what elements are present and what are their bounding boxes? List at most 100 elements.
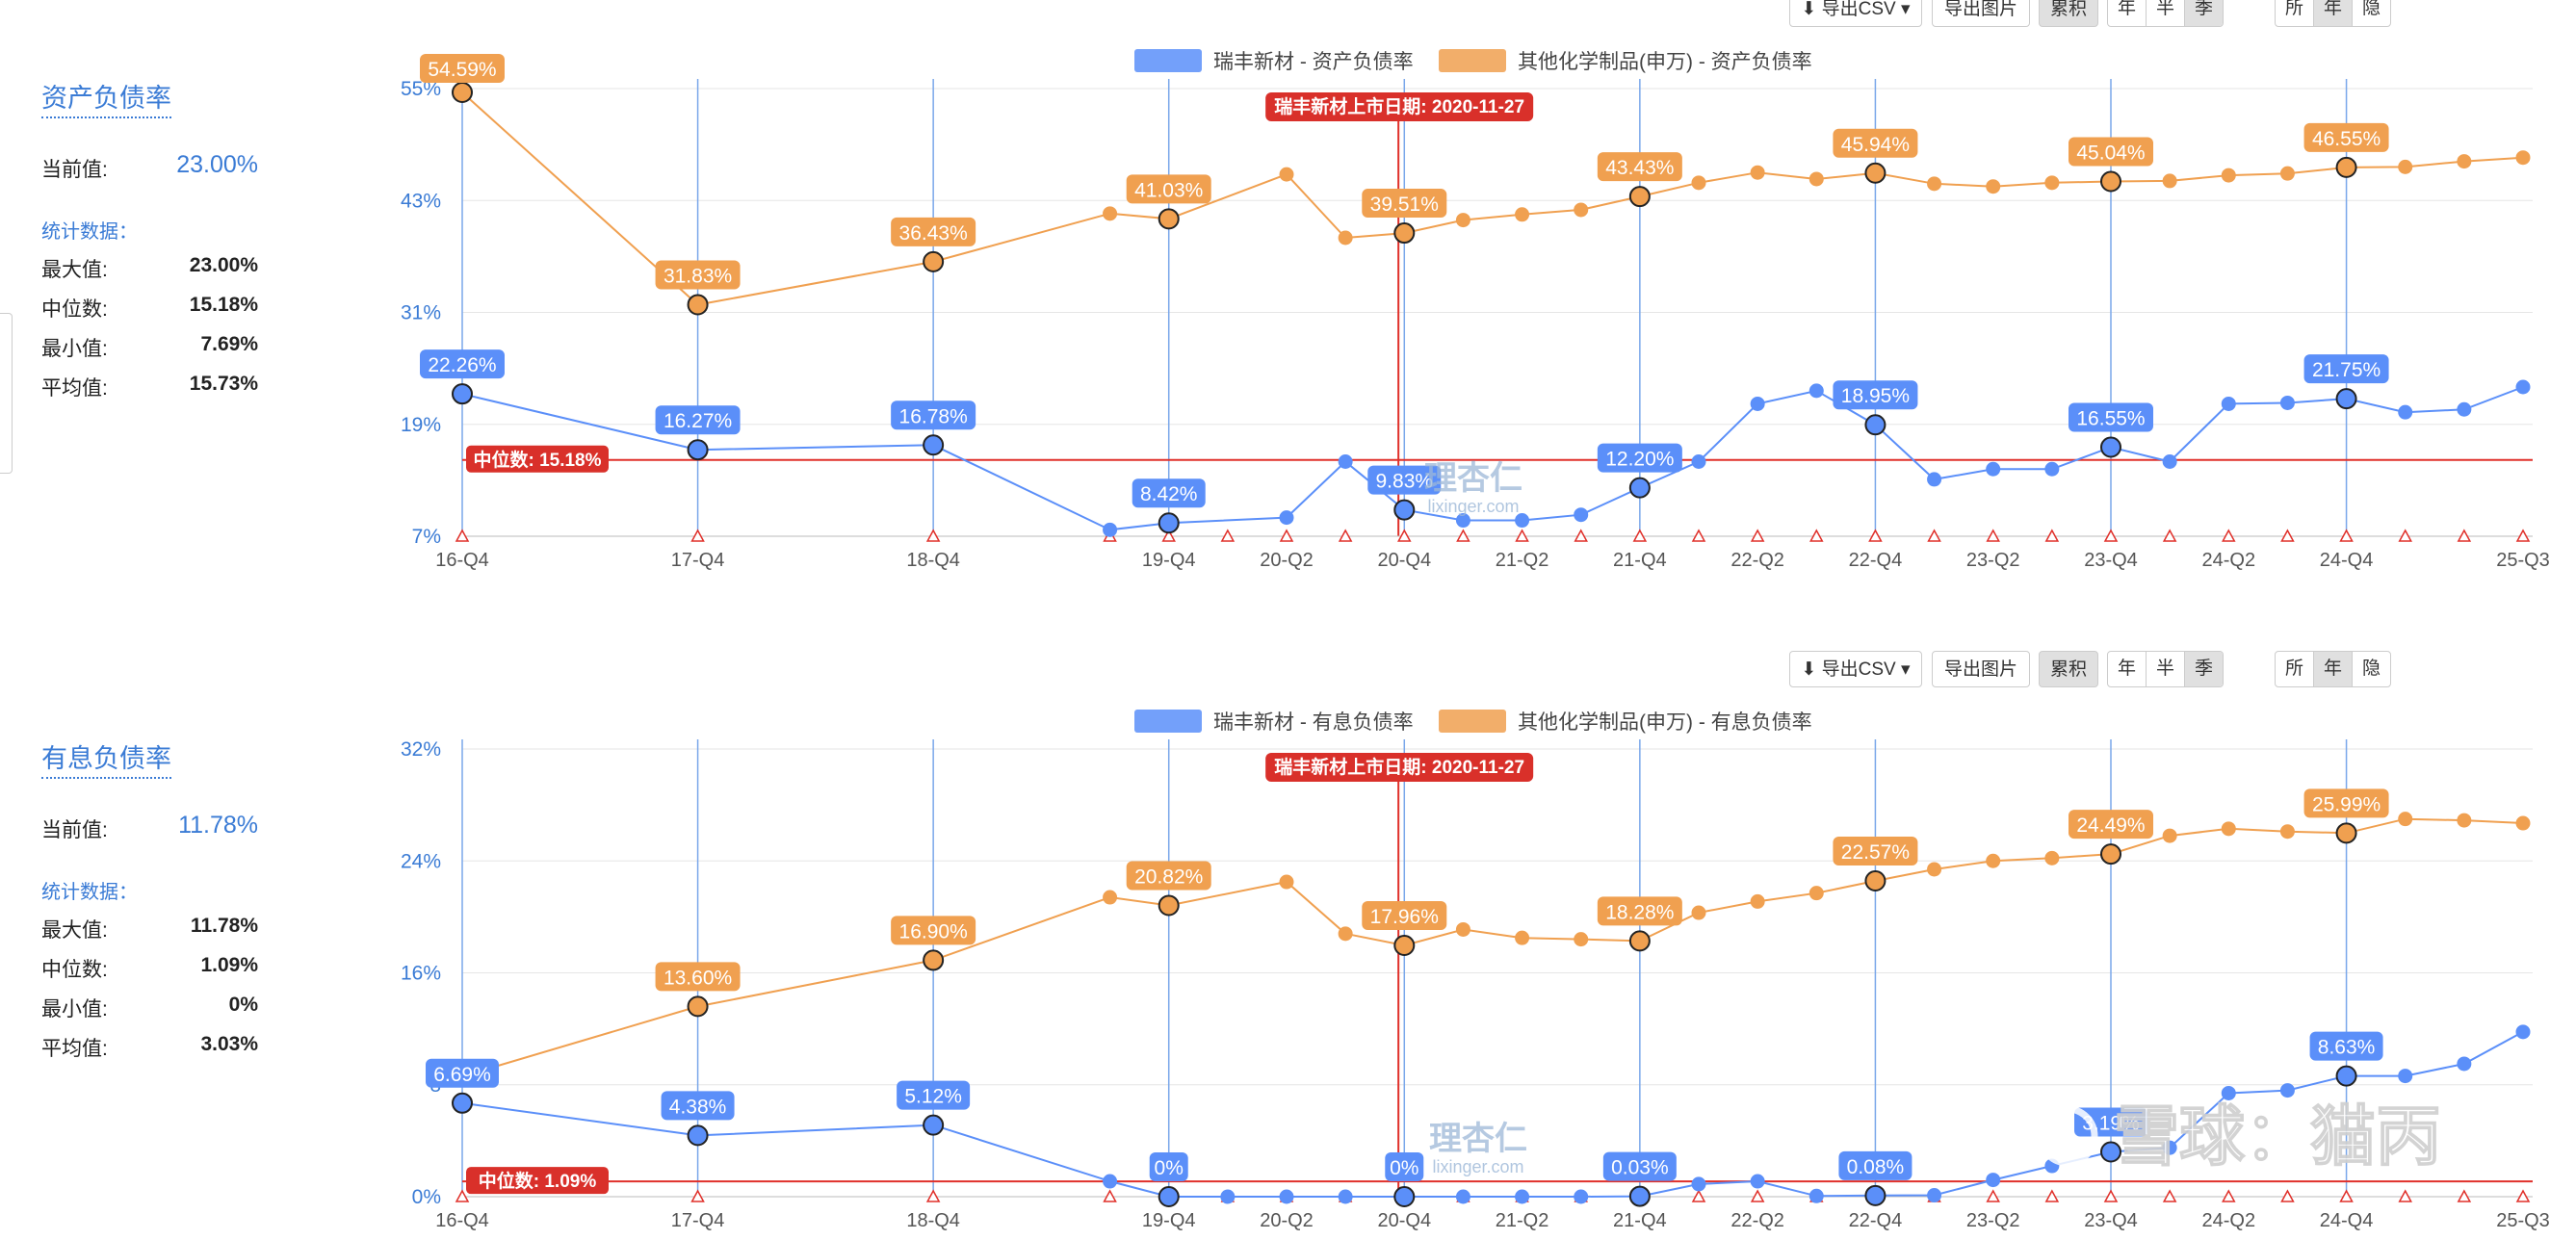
y-tick-label: 55%	[401, 78, 441, 100]
data-label: 16.78%	[899, 405, 968, 427]
x-tick-label: 20-Q4	[1377, 550, 1431, 571]
industry-data-point	[2457, 813, 2472, 828]
report-marker-triangle	[1279, 529, 1294, 542]
data-label: 8.42%	[1140, 483, 1198, 505]
data-label-badge	[1597, 152, 1682, 182]
data-label-badge	[1132, 478, 1206, 508]
cumulative-button[interactable]: 累积	[2039, 0, 2098, 27]
period-half-year[interactable]: 半年	[2147, 652, 2186, 686]
industry-data-point	[1515, 207, 1530, 222]
industry-data-point	[1808, 171, 1824, 187]
export-csv-button[interactable]: ⬇ 导出CSV ▾	[1789, 651, 1922, 687]
stat-value: 15.18%	[189, 294, 258, 316]
listing-date-label: 瑞丰新材上市日期: 2020-11-27	[1274, 756, 1524, 778]
stat-label: 最小值:	[41, 338, 108, 360]
xueqiu-logo-icon	[2037, 1105, 2098, 1167]
data-label: 54.59%	[428, 59, 496, 81]
range-group: 所有数值 年报数值 隐藏数值	[2275, 0, 2392, 27]
export-image-button[interactable]: 导出图片	[1932, 0, 2030, 27]
report-marker-triangle	[1338, 529, 1353, 542]
data-label: 5.12%	[904, 1086, 962, 1108]
cumulative-button[interactable]: 累积	[2039, 651, 2098, 687]
range-all[interactable]: 所有数值	[2276, 652, 2315, 686]
report-marker-triangle	[2280, 1189, 2295, 1202]
report-marker-triangle	[1750, 1189, 1765, 1202]
industry-data-point	[1927, 176, 1942, 192]
x-tick-label: 18-Q4	[906, 1210, 960, 1231]
data-label-badge	[661, 1091, 735, 1121]
company-data-point	[1864, 1184, 1886, 1206]
industry-data-point	[1279, 167, 1294, 182]
watermark-logo: 理杏仁	[1424, 460, 1522, 497]
company-data-point	[2335, 388, 2357, 410]
company-series-line	[461, 1030, 2524, 1198]
stat-label: 最大值:	[41, 259, 108, 281]
listing-date-label: 瑞丰新材上市日期: 2020-11-27	[1274, 95, 1524, 117]
data-label: 18.28%	[1605, 901, 1674, 923]
metric-title[interactable]: 有息负债率	[41, 737, 171, 779]
industry-data-point	[1927, 862, 1942, 877]
period-quarter[interactable]: 季度	[2185, 652, 2224, 686]
x-tick-label: 19-Q4	[1142, 1210, 1196, 1231]
company-data-point	[923, 434, 945, 456]
report-marker-triangle	[455, 529, 470, 542]
asset-liability-panel: 资产负债率 当前值: 23.00% 统计数据： 最大值: 23.00% 中位数: 1…	[41, 0, 2550, 571]
data-label-badge	[420, 349, 505, 379]
export-csv-button[interactable]: ⬇ 导出CSV ▾	[1789, 0, 1922, 27]
company-data-point	[1986, 1173, 2001, 1188]
report-marker-triangle	[2398, 1189, 2412, 1202]
industry-data-point	[2398, 159, 2413, 174]
industry-data-point	[1750, 165, 1765, 180]
data-label-badge	[1362, 189, 1447, 219]
data-label: 20.82%	[1134, 865, 1203, 888]
metric-title[interactable]: 资产负债率	[41, 77, 171, 118]
industry-data-point	[1393, 935, 1416, 957]
industry-data-point	[2044, 850, 2060, 865]
report-marker-triangle	[1456, 529, 1470, 542]
company-data-point	[2162, 1140, 2177, 1155]
data-label: 45.94%	[1841, 134, 1910, 156]
export-csv-label: 导出CSV	[1821, 659, 1896, 680]
company-data-point	[1279, 510, 1294, 526]
range-hide[interactable]: 隐藏数值	[2362, 659, 2381, 679]
stat-median-row: 中位数: 1.09%	[41, 954, 258, 983]
current-value: 23.00%	[176, 151, 258, 178]
data-label: 43.43%	[1605, 157, 1674, 179]
stat-max-row: 最大值: 11.78%	[41, 915, 258, 943]
period-year[interactable]: 年	[2108, 652, 2147, 686]
stat-value: 15.73%	[189, 373, 258, 395]
range-annual[interactable]: 年报数值	[2314, 652, 2354, 686]
data-label: 22.26%	[428, 354, 496, 376]
report-marker-triangle	[1986, 529, 2000, 542]
data-label-badge	[1126, 174, 1211, 204]
stat-min-row: 最小值: 0%	[41, 994, 258, 1022]
current-value-row: 当前值: 11.78%	[41, 812, 258, 843]
stat-value: 1.09%	[200, 954, 258, 976]
watermark-logo: 理杏仁	[1429, 1121, 1527, 1157]
legend-swatch	[1134, 49, 1202, 72]
industry-data-point	[1338, 926, 1353, 942]
industry-data-point	[923, 949, 945, 971]
range-all[interactable]: 所有数值	[2276, 0, 2315, 26]
company-data-point	[2221, 396, 2236, 411]
industry-data-point	[2100, 843, 2121, 865]
company-data-point	[1103, 1174, 1118, 1189]
export-image-button[interactable]: 导出图片	[1932, 651, 2030, 687]
period-year[interactable]: 年	[2108, 0, 2147, 26]
watermark-url: lixinger.com	[1427, 497, 1519, 516]
period-quarter[interactable]: 季度	[2185, 0, 2224, 26]
x-tick-label: 20-Q2	[1260, 550, 1314, 571]
data-label: 0.08%	[1847, 1156, 1905, 1178]
side-collapse-tab[interactable]	[0, 313, 13, 474]
company-data-point	[2162, 454, 2177, 469]
period-half-year[interactable]: 半年	[2147, 0, 2186, 26]
company-data-point	[2457, 401, 2472, 417]
range-hide[interactable]: 隐藏数值	[2362, 0, 2381, 18]
download-icon: ⬇	[1801, 0, 1817, 19]
company-data-point	[2100, 1141, 2121, 1163]
company-data-point	[1691, 1176, 1706, 1192]
data-label: 9.83%	[1376, 471, 1434, 493]
range-annual[interactable]: 年报数值	[2314, 0, 2354, 26]
x-tick-label: 25-Q3	[2496, 550, 2550, 571]
x-tick-label: 24-Q2	[2201, 1210, 2255, 1231]
